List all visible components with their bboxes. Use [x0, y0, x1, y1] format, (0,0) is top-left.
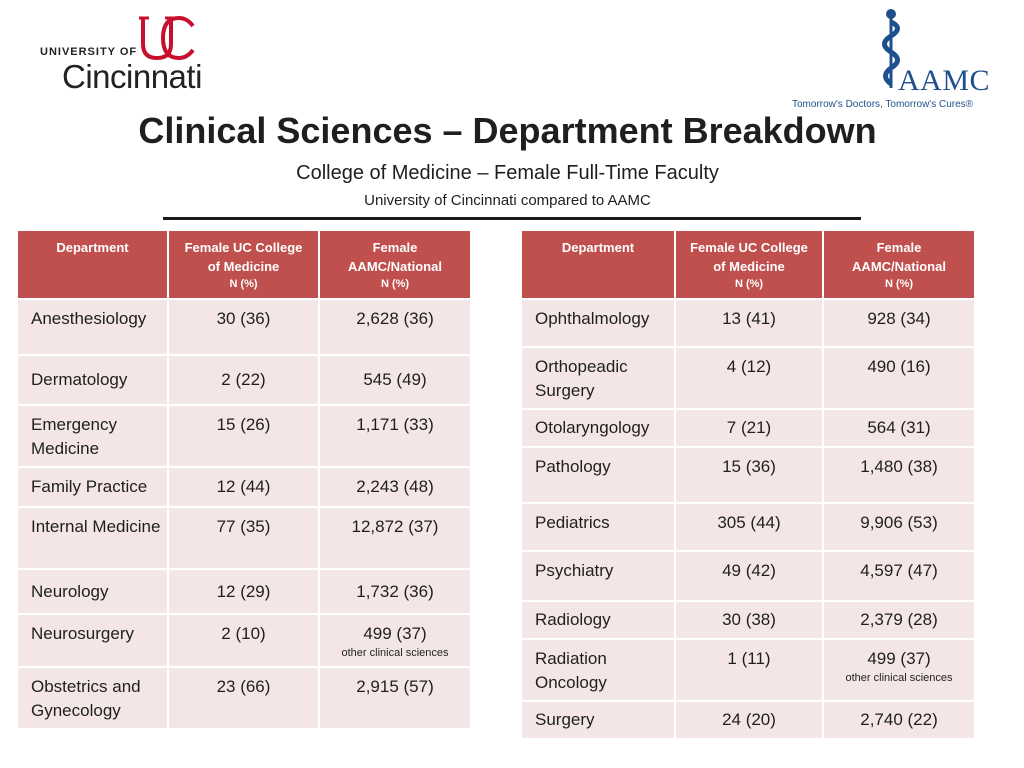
aamc-value-cell: 1,732 (36) [318, 568, 472, 615]
aamc-value-cell: 1,480 (38) [822, 446, 976, 504]
uc-logo-big-text: Cincinnati [62, 58, 202, 95]
table-header-row: Department Female UC College of Medicine N… [520, 229, 976, 300]
department-cell: Internal Medicine [16, 506, 169, 570]
column-header-aamc: Female AAMC/National N (%) [318, 229, 472, 300]
uc-value-cell: 30 (38) [674, 600, 824, 640]
aamc-value-cell: 928 (34) [822, 298, 976, 348]
aamc-value-cell: 499 (37) other clinical sciences [822, 638, 976, 702]
table-row: Radiation Oncology 1 (11) 499 (37) other … [520, 638, 976, 702]
column-header-department: Department [520, 229, 676, 300]
table-row: Family Practice 12 (44) 2,243 (48) [16, 466, 472, 508]
department-cell: Surgery [520, 700, 676, 740]
table-header-row: Department Female UC College of Medicine N… [16, 229, 472, 300]
aamc-value-cell: 2,915 (57) [318, 666, 472, 730]
cell-note: other clinical sciences [341, 647, 449, 659]
table-row: Otolaryngology 7 (21) 564 (31) [520, 408, 976, 448]
table-row: Psychiatry 49 (42) 4,597 (47) [520, 550, 976, 602]
uc-value-cell: 4 (12) [674, 346, 824, 410]
uc-value-cell: 1 (11) [674, 638, 824, 702]
uc-value-cell: 12 (44) [167, 466, 320, 508]
department-cell: Neurosurgery [16, 613, 169, 668]
aamc-value-cell: 2,628 (36) [318, 298, 472, 356]
caduceus-icon [882, 9, 900, 88]
uc-value-cell: 12 (29) [167, 568, 320, 615]
table-row: Dermatology 2 (22) 545 (49) [16, 354, 472, 406]
uc-value-cell: 7 (21) [674, 408, 824, 448]
page-subtitle: College of Medicine – Female Full-Time F… [296, 162, 719, 184]
table-row: Emergency Medicine 15 (26) 1,171 (33) [16, 404, 472, 468]
table-row: Pathology 15 (36) 1,480 (38) [520, 446, 976, 504]
aamc-value-cell: 490 (16) [822, 346, 976, 410]
uc-value-cell: 23 (66) [167, 666, 320, 730]
table-row: Neurology 12 (29) 1,732 (36) [16, 568, 472, 615]
department-cell: Family Practice [16, 466, 169, 508]
uc-value-cell: 2 (22) [167, 354, 320, 406]
aamc-value-cell: 4,597 (47) [822, 550, 976, 602]
aamc-value-cell: 12,872 (37) [318, 506, 472, 570]
column-header-aamc: Female AAMC/National N (%) [822, 229, 976, 300]
department-cell: Radiation Oncology [520, 638, 676, 702]
uc-logo-small-text: UNIVERSITY OF [40, 46, 138, 58]
aamc-value-cell: 499 (37) other clinical sciences [318, 613, 472, 668]
aamc-value-cell: 1,171 (33) [318, 404, 472, 468]
department-cell: Psychiatry [520, 550, 676, 602]
uc-logo: UNIVERSITY OF Cincinnati [40, 14, 215, 95]
column-header-uc: Female UC College of Medicine N (%) [674, 229, 824, 300]
left-department-table: Department Female UC College of Medicine N… [16, 229, 472, 730]
uc-value-cell: 15 (26) [167, 404, 320, 468]
column-header-department: Department [16, 229, 169, 300]
aamc-value: 499 (37) [867, 649, 931, 668]
department-cell: Ophthalmology [520, 298, 676, 348]
aamc-logo-text: AAMC [898, 64, 991, 97]
table-row: Anesthesiology 30 (36) 2,628 (36) [16, 298, 472, 356]
aamc-value-cell: 2,740 (22) [822, 700, 976, 740]
aamc-tagline: Tomorrow's Doctors, Tomorrow's Cures® [792, 99, 974, 110]
page-title: Clinical Sciences – Department Breakdown [138, 110, 877, 151]
department-cell: Neurology [16, 568, 169, 615]
table-row: Orthopeadic Surgery 4 (12) 490 (16) [520, 346, 976, 410]
cell-note: other clinical sciences [845, 672, 953, 684]
uc-value-cell: 2 (10) [167, 613, 320, 668]
page-subtitle-secondary: University of Cincinnati compared to AAM… [364, 192, 651, 209]
uc-value-cell: 24 (20) [674, 700, 824, 740]
uc-value-cell: 13 (41) [674, 298, 824, 348]
title-divider [163, 217, 861, 220]
table-row: Surgery 24 (20) 2,740 (22) [520, 700, 976, 740]
department-cell: Radiology [520, 600, 676, 640]
aamc-value-cell: 2,379 (28) [822, 600, 976, 640]
department-cell: Orthopeadic Surgery [520, 346, 676, 410]
uc-value-cell: 49 (42) [674, 550, 824, 602]
table-row: Ophthalmology 13 (41) 928 (34) [520, 298, 976, 348]
department-cell: Otolaryngology [520, 408, 676, 448]
uc-value-cell: 15 (36) [674, 446, 824, 504]
table-row: Radiology 30 (38) 2,379 (28) [520, 600, 976, 640]
aamc-value-cell: 9,906 (53) [822, 502, 976, 552]
uc-monogram-icon [139, 15, 195, 61]
aamc-value-cell: 545 (49) [318, 354, 472, 406]
department-cell: Dermatology [16, 354, 169, 406]
department-cell: Obstetrics and Gynecology [16, 666, 169, 730]
department-cell: Emergency Medicine [16, 404, 169, 468]
column-header-uc: Female UC College of Medicine N (%) [167, 229, 320, 300]
table-row: Pediatrics 305 (44) 9,906 (53) [520, 502, 976, 552]
table-row: Obstetrics and Gynecology 23 (66) 2,915 … [16, 666, 472, 730]
aamc-logo: AAMC Tomorrow's Doctors, Tomorrow's Cure… [788, 8, 998, 113]
table-row: Neurosurgery 2 (10) 499 (37) other clinic… [16, 613, 472, 668]
department-cell: Pediatrics [520, 502, 676, 552]
uc-value-cell: 30 (36) [167, 298, 320, 356]
uc-value-cell: 77 (35) [167, 506, 320, 570]
aamc-value: 499 (37) [363, 624, 427, 643]
department-cell: Anesthesiology [16, 298, 169, 356]
aamc-value-cell: 2,243 (48) [318, 466, 472, 508]
table-row: Internal Medicine 77 (35) 12,872 (37) [16, 506, 472, 570]
department-cell: Pathology [520, 446, 676, 504]
uc-value-cell: 305 (44) [674, 502, 824, 552]
aamc-value-cell: 564 (31) [822, 408, 976, 448]
right-department-table: Department Female UC College of Medicine N… [520, 229, 976, 740]
